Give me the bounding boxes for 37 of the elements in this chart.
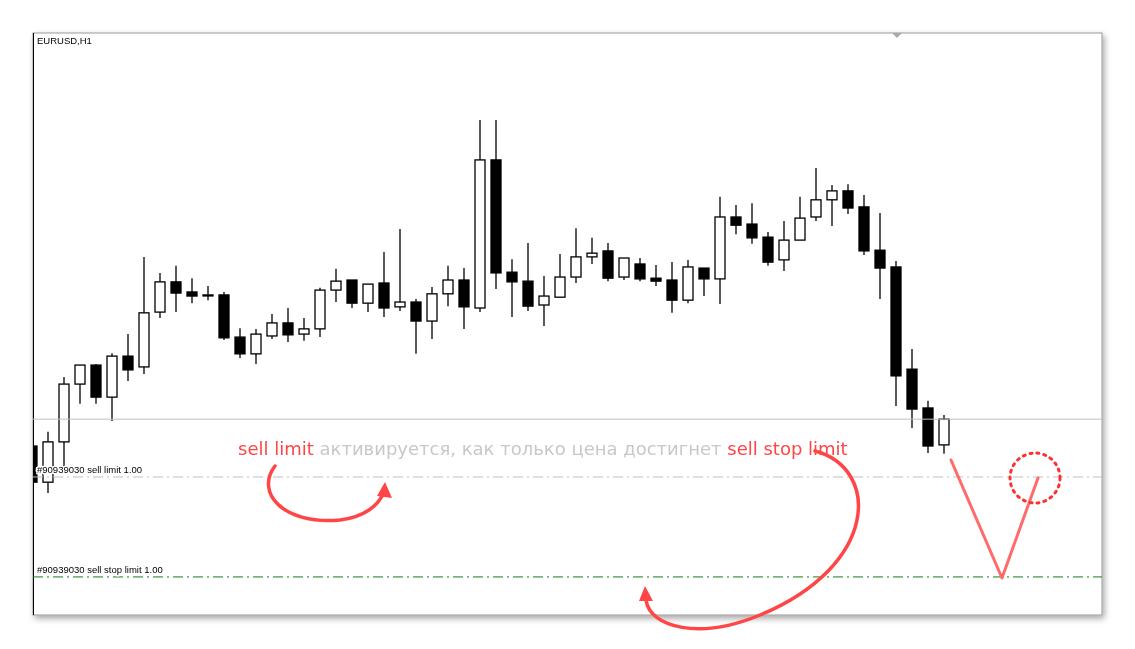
candlestick — [586, 237, 598, 265]
candlestick — [282, 307, 294, 343]
candlestick — [410, 298, 422, 355]
candlestick — [394, 228, 406, 312]
annotation: sell limit — [238, 438, 314, 459]
chart-title: EURUSD,H1 — [37, 35, 92, 46]
candlestick — [250, 328, 262, 365]
candlestick — [810, 167, 822, 222]
candlestick — [234, 327, 246, 359]
candlestick — [442, 265, 454, 307]
candlestick — [298, 317, 310, 342]
candlestick — [362, 283, 374, 313]
ref-line-label: #90939030 sell stop limit 1.00 — [37, 563, 163, 575]
candlestick — [618, 257, 630, 281]
candlestick — [874, 212, 886, 300]
candlestick — [266, 313, 278, 340]
candlestick — [730, 204, 742, 235]
candlestick — [794, 196, 806, 241]
candlestick — [538, 275, 550, 327]
candlestick — [202, 285, 214, 301]
candlestick — [842, 183, 854, 215]
candlestick — [778, 220, 790, 272]
candlestick — [634, 257, 646, 282]
candlestick — [650, 264, 662, 287]
candlestick — [330, 268, 342, 303]
candlestick — [554, 253, 566, 298]
candlestick — [746, 202, 758, 245]
candlestick — [666, 261, 678, 314]
candlestick — [346, 279, 358, 309]
candlestick — [170, 265, 182, 313]
candlestick — [122, 333, 134, 382]
candlestick — [698, 267, 710, 297]
candlestick — [570, 227, 582, 284]
candlestick — [506, 258, 518, 318]
candlestick — [826, 184, 838, 227]
candlestick — [186, 277, 198, 304]
candlestick — [74, 364, 86, 405]
